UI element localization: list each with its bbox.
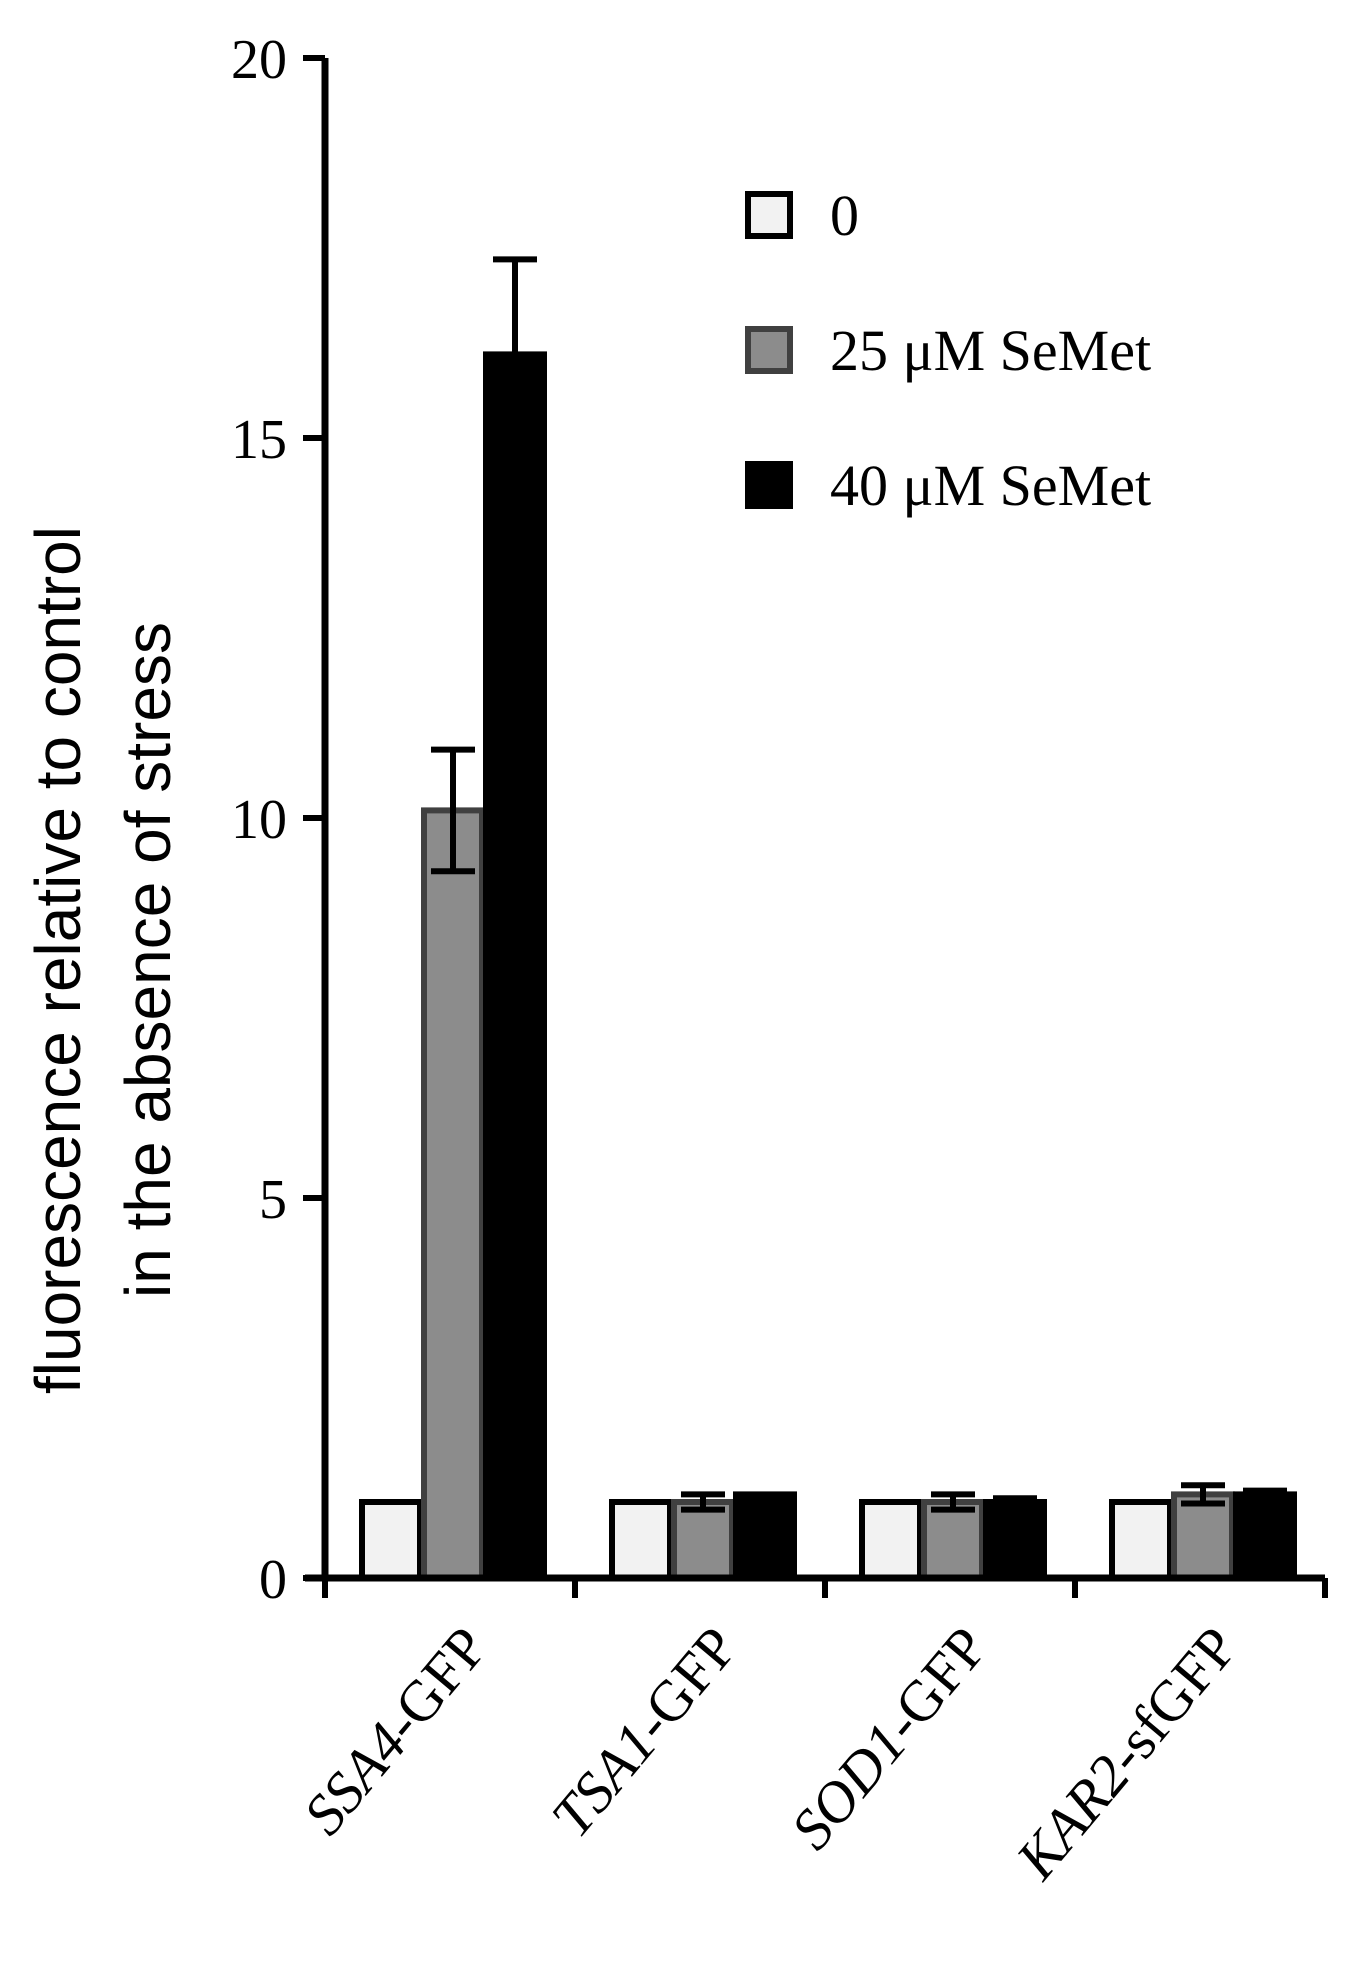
bar-1-2 bbox=[609, 1499, 673, 1581]
x-tick-label-suffix-4: -sfGFP bbox=[1092, 1615, 1250, 1785]
legend-swatch-3 bbox=[745, 461, 793, 509]
legend-swatch-1 bbox=[745, 191, 793, 239]
bar-1-1 bbox=[359, 1499, 423, 1581]
x-tick-label-3: SOD1-GFP bbox=[778, 1615, 1000, 1862]
bar-3-3 bbox=[983, 1499, 1047, 1581]
legend-label-3: 40 μM SeMet bbox=[830, 453, 1151, 518]
bar-3-1 bbox=[483, 351, 547, 1581]
x-tick-label-2: TSA1-GFP bbox=[539, 1615, 750, 1849]
bar-1-4 bbox=[1109, 1499, 1173, 1581]
bar-1-3 bbox=[859, 1499, 923, 1581]
legend-swatch-2 bbox=[745, 326, 793, 374]
y-tick-label-0: 0 bbox=[259, 1549, 287, 1611]
legend-label-1: 0 bbox=[830, 183, 859, 248]
y-axis-title-line-1: fluorescence relative to control bbox=[22, 526, 94, 1394]
y-tick-label-1: 5 bbox=[259, 1169, 287, 1231]
bar-3-4 bbox=[1233, 1491, 1297, 1582]
bar-3-2 bbox=[733, 1491, 797, 1582]
y-tick-label-4: 20 bbox=[231, 29, 287, 91]
y-axis-title-line-2: in the absence of stress bbox=[112, 622, 184, 1298]
legend-label-2: 25 μM SeMet bbox=[830, 318, 1151, 383]
x-tick-label-1: SSA4-GFP bbox=[291, 1615, 500, 1847]
bar-2-1 bbox=[421, 807, 485, 1581]
y-axis-title: fluorescence relative to control in the … bbox=[22, 526, 184, 1394]
bar-2-3 bbox=[921, 1499, 985, 1581]
bar-2-2 bbox=[671, 1499, 735, 1581]
bar-2-4 bbox=[1171, 1491, 1235, 1582]
y-tick-label-2: 10 bbox=[231, 789, 287, 851]
legend: 0 25 μM SeMet 40 μM SeMet bbox=[745, 183, 1151, 518]
x-tick-label-4: KAR2-sfGFP bbox=[1003, 1615, 1250, 1892]
y-tick-label-3: 15 bbox=[231, 409, 287, 471]
